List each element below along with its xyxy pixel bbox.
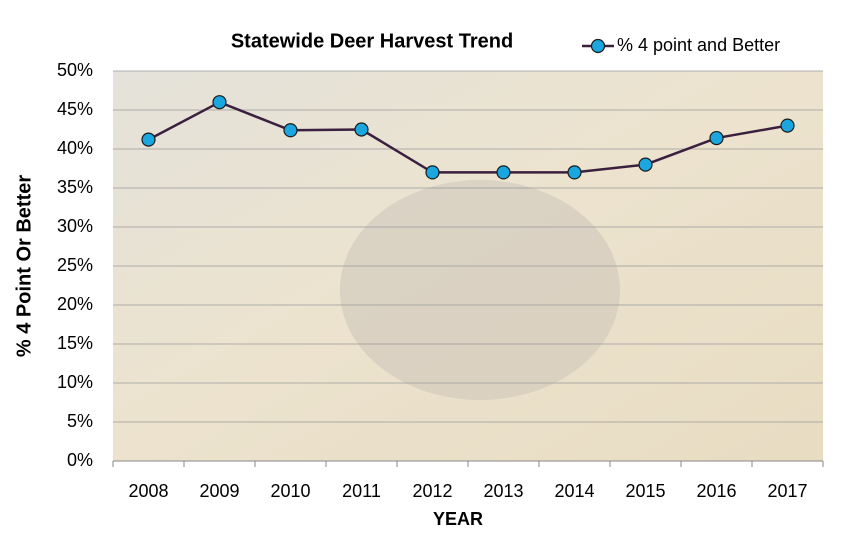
- data-point: [638, 157, 653, 172]
- data-point: [496, 165, 511, 180]
- y-tick-label: 15%: [57, 333, 93, 353]
- y-tick-label: 10%: [57, 372, 93, 392]
- data-point: [709, 130, 724, 146]
- x-tick-label: 2013: [483, 481, 523, 501]
- data-point: [780, 118, 795, 133]
- y-tick-label: 45%: [57, 99, 93, 119]
- data-point: [283, 123, 298, 138]
- x-tick-label: 2016: [696, 481, 736, 501]
- y-axis-label: % 4 Point Or Better: [13, 175, 35, 357]
- legend-marker: [590, 38, 606, 54]
- data-point: [354, 122, 369, 137]
- series-line: [147, 100, 788, 174]
- x-axis-label: YEAR: [433, 509, 483, 529]
- x-tick-label: 2011: [342, 481, 381, 501]
- y-tick-label: 30%: [57, 216, 93, 236]
- y-tick-label: 25%: [57, 255, 93, 275]
- x-tick-label: 2008: [128, 481, 168, 501]
- y-tick-label: 50%: [57, 60, 93, 80]
- y-tick-label: 35%: [57, 177, 93, 197]
- background-photo: [340, 180, 620, 400]
- data-point: [425, 165, 440, 180]
- data-point: [212, 95, 227, 110]
- x-tick-label: 2015: [625, 481, 665, 501]
- x-tick-label: 2010: [270, 481, 310, 501]
- y-tick-label: 20%: [57, 294, 93, 314]
- x-tick-label: 2012: [412, 481, 452, 501]
- chart-title: Statewide Deer Harvest Trend: [231, 30, 513, 52]
- y-tick-label: 0%: [67, 450, 93, 470]
- x-tick-label: 2009: [199, 481, 239, 501]
- legend-label: % 4 point and Better: [617, 35, 780, 55]
- y-tick-label: 5%: [67, 411, 93, 431]
- x-tick-label: 2014: [554, 481, 594, 501]
- data-point: [567, 165, 582, 180]
- data-point: [141, 132, 156, 147]
- y-tick-label: 40%: [57, 138, 93, 158]
- x-tick-label: 2017: [767, 481, 807, 501]
